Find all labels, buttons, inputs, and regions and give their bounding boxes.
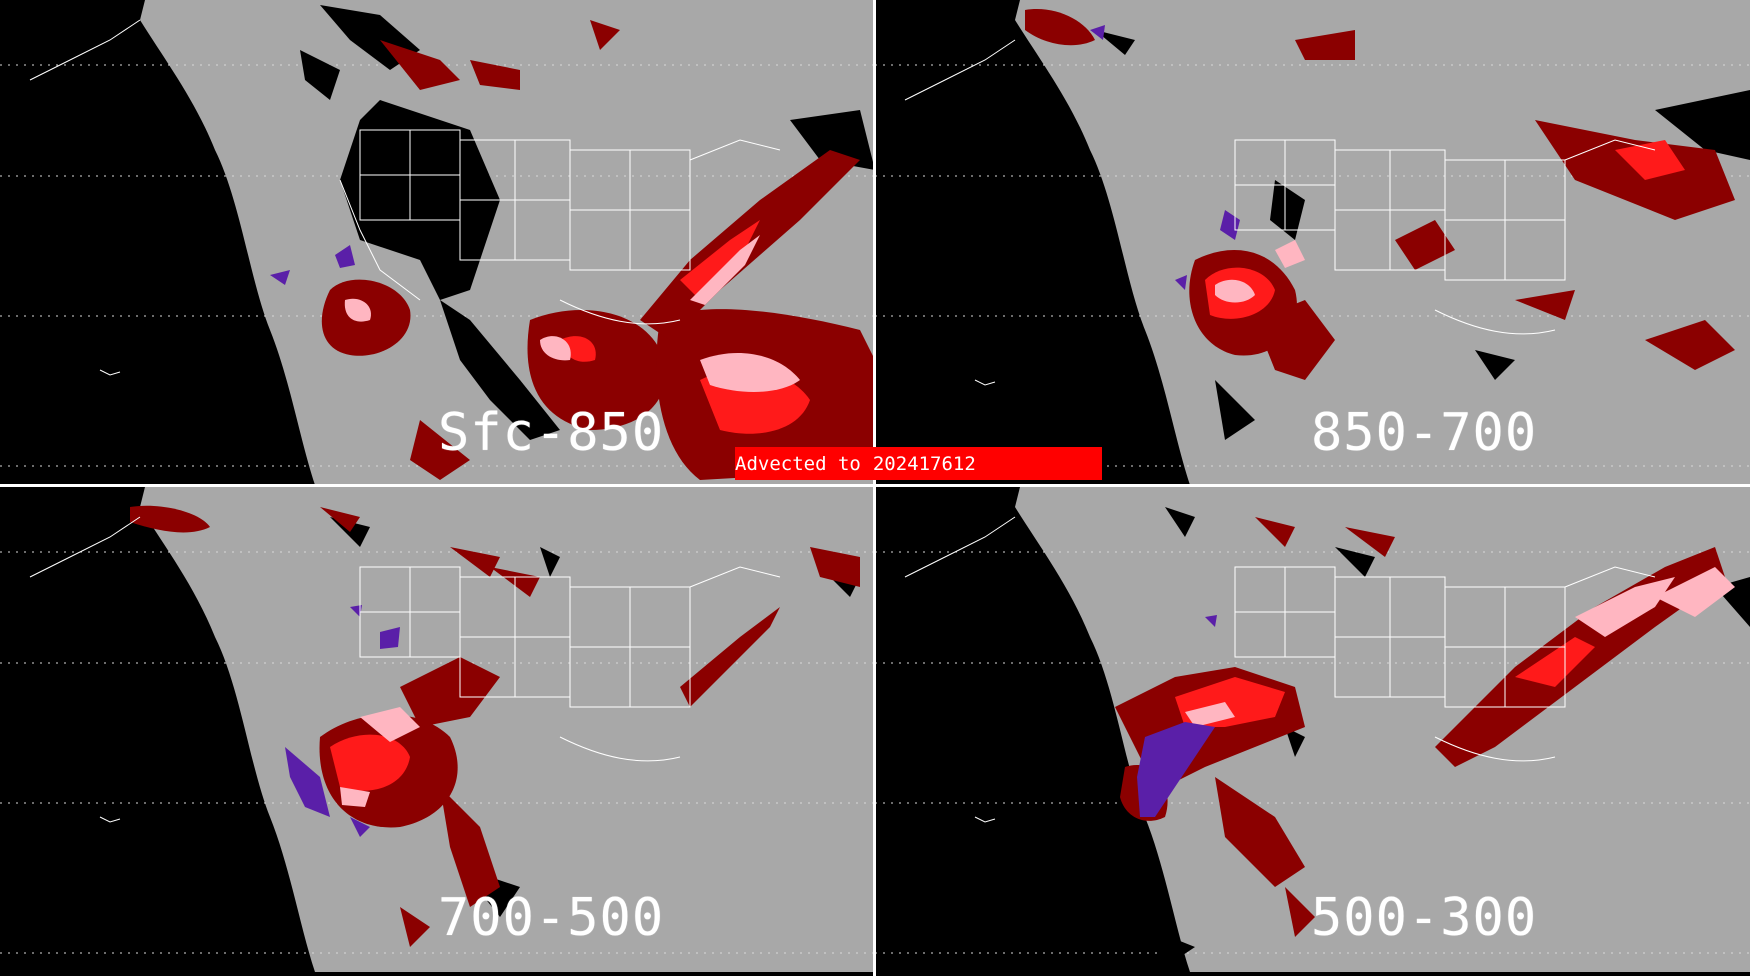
panel-label-sfc-850: Sfc-850 bbox=[438, 403, 665, 463]
category-high-areas bbox=[340, 707, 420, 807]
advected-timestamp: 202417612 bbox=[872, 452, 976, 475]
map-850-700 bbox=[875, 0, 1750, 485]
category-purple-areas bbox=[285, 605, 400, 837]
vertical-divider bbox=[873, 0, 876, 976]
advected-prefix: Advected to bbox=[735, 452, 861, 475]
state-border-lines bbox=[29, 516, 781, 823]
map-700-500 bbox=[0, 487, 875, 972]
advected-time-banner: Advected to 202417612 bbox=[735, 447, 1102, 480]
earth-disk bbox=[140, 487, 875, 972]
map-panel-sfc-850: Sfc-850 bbox=[0, 0, 875, 485]
earth-disk bbox=[1015, 487, 1750, 972]
panel-label-500-300: 500-300 bbox=[1311, 888, 1538, 948]
map-panel-700-500: 700-500 bbox=[0, 487, 875, 972]
map-sfc-850 bbox=[0, 0, 875, 485]
earth-disk bbox=[1015, 0, 1750, 485]
map-panel-500-300: 500-300 bbox=[875, 487, 1750, 972]
state-border-lines bbox=[29, 19, 781, 376]
horizontal-divider bbox=[0, 484, 1750, 487]
no-data-areas bbox=[1095, 30, 1750, 440]
category-high-areas bbox=[344, 235, 800, 392]
category-purple-areas bbox=[270, 245, 355, 285]
state-border-lines bbox=[904, 516, 1656, 823]
category-purple-areas bbox=[1137, 615, 1217, 817]
map-panel-850-700: 850-700 bbox=[875, 0, 1750, 485]
map-500-300 bbox=[875, 487, 1750, 972]
panel-label-700-500: 700-500 bbox=[438, 888, 665, 948]
state-border-lines bbox=[904, 39, 1656, 386]
category-mid-areas bbox=[330, 734, 410, 791]
category-high-areas bbox=[1215, 240, 1305, 303]
panel-label-850-700: 850-700 bbox=[1311, 403, 1538, 463]
category-high-areas bbox=[1185, 567, 1735, 727]
